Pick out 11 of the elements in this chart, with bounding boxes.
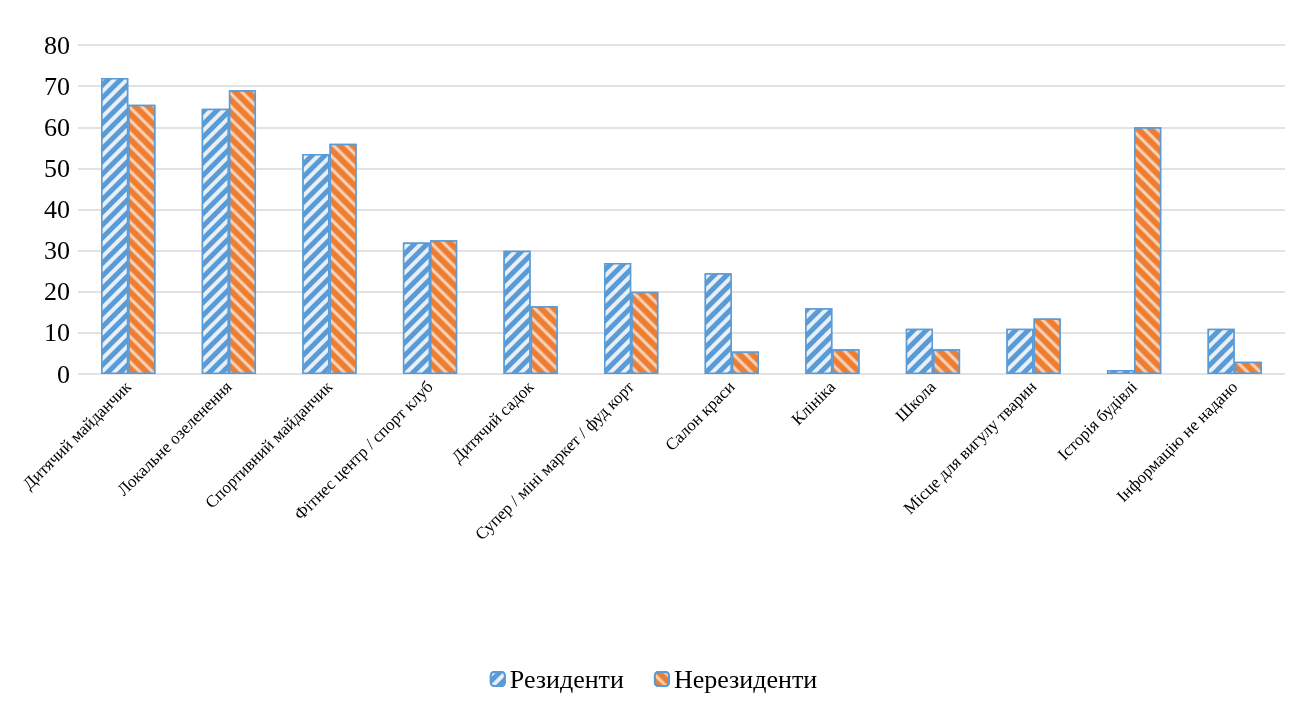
y-tick-label: 0 <box>57 359 70 389</box>
y-tick-label: 30 <box>44 236 70 266</box>
y-tick-label: 20 <box>44 277 70 307</box>
legend-label: Нерезиденти <box>673 664 818 694</box>
y-tick-label: 70 <box>44 71 70 101</box>
y-tick-label: 80 <box>44 30 70 60</box>
y-tick-label: 50 <box>44 153 70 183</box>
y-tick-label: 40 <box>44 195 70 224</box>
y-tick-label: 10 <box>44 318 70 348</box>
legend-label: Резиденти <box>509 664 624 694</box>
y-tick-label: 60 <box>44 112 70 142</box>
